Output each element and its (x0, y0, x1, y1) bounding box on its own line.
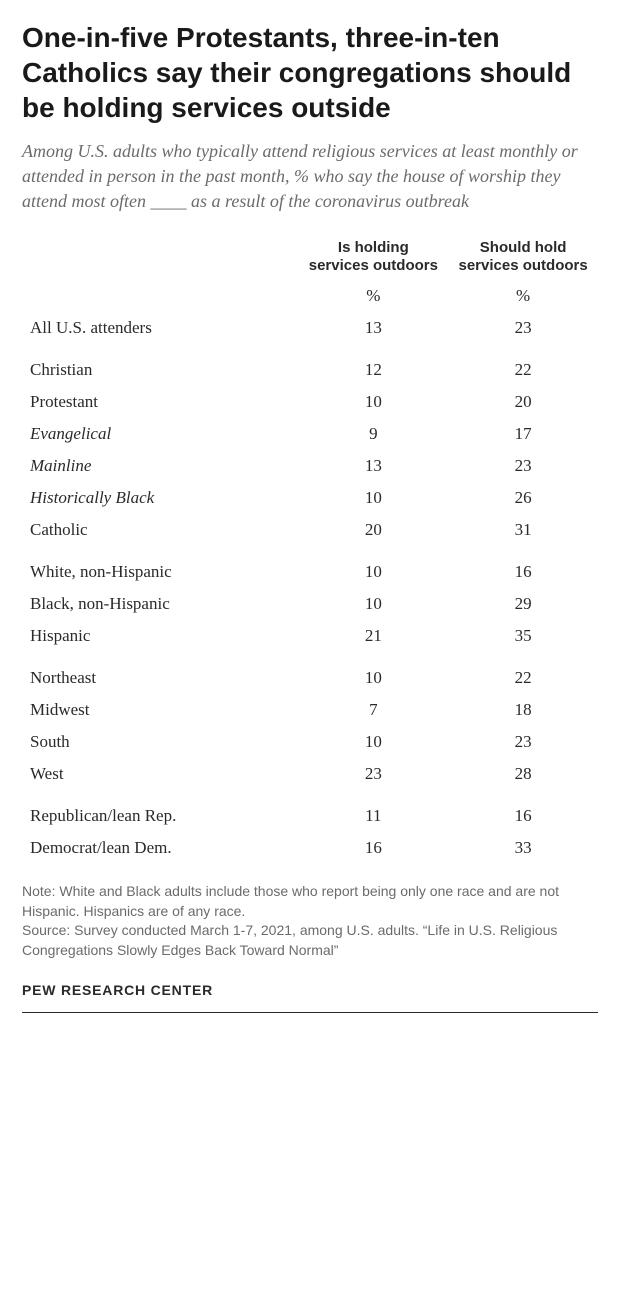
unit-row: % % (22, 280, 598, 312)
row-value-2: 17 (448, 418, 598, 450)
table-row: White, non-Hispanic1016 (22, 556, 598, 588)
row-value-1: 13 (298, 312, 448, 344)
row-value-1: 10 (298, 726, 448, 758)
table-row: All U.S. attenders1323 (22, 312, 598, 344)
unit-label: % (298, 280, 448, 312)
table-row: Midwest718 (22, 694, 598, 726)
table-row: Protestant1020 (22, 386, 598, 418)
row-value-2: 18 (448, 694, 598, 726)
row-value-1: 11 (298, 800, 448, 832)
table-row: Black, non-Hispanic1029 (22, 588, 598, 620)
row-value-2: 16 (448, 556, 598, 588)
column-header-1: Is holding services outdoors (298, 235, 448, 281)
row-value-1: 12 (298, 354, 448, 386)
row-label: Christian (22, 354, 298, 386)
row-value-1: 16 (298, 832, 448, 864)
note-text: Note: White and Black adults include tho… (22, 882, 598, 921)
row-label: Democrat/lean Dem. (22, 832, 298, 864)
row-value-2: 20 (448, 386, 598, 418)
row-value-2: 23 (448, 726, 598, 758)
row-value-2: 35 (448, 620, 598, 652)
row-value-1: 10 (298, 588, 448, 620)
group-spacer (22, 790, 598, 800)
row-label: Evangelical (22, 418, 298, 450)
row-value-2: 23 (448, 450, 598, 482)
row-value-1: 13 (298, 450, 448, 482)
table-row: Republican/lean Rep.1116 (22, 800, 598, 832)
row-label: West (22, 758, 298, 790)
row-value-2: 29 (448, 588, 598, 620)
row-value-1: 23 (298, 758, 448, 790)
publisher-logo: PEW RESEARCH CENTER (22, 982, 598, 998)
row-value-1: 20 (298, 514, 448, 546)
table-row: Historically Black1026 (22, 482, 598, 514)
table-row: Hispanic2135 (22, 620, 598, 652)
table-row: Christian1222 (22, 354, 598, 386)
page-subtitle: Among U.S. adults who typically attend r… (22, 139, 598, 215)
row-value-1: 10 (298, 482, 448, 514)
row-value-1: 21 (298, 620, 448, 652)
row-label: Hispanic (22, 620, 298, 652)
row-value-1: 7 (298, 694, 448, 726)
row-value-2: 23 (448, 312, 598, 344)
unit-label: % (448, 280, 598, 312)
table-row: Evangelical917 (22, 418, 598, 450)
row-label: Protestant (22, 386, 298, 418)
row-value-1: 10 (298, 386, 448, 418)
page-title: One-in-five Protestants, three-in-ten Ca… (22, 20, 598, 125)
row-label: Midwest (22, 694, 298, 726)
row-value-2: 16 (448, 800, 598, 832)
column-header-2: Should hold services outdoors (448, 235, 598, 281)
group-spacer (22, 652, 598, 662)
row-label: Catholic (22, 514, 298, 546)
row-label: Republican/lean Rep. (22, 800, 298, 832)
table-row: West2328 (22, 758, 598, 790)
row-value-1: 10 (298, 556, 448, 588)
source-text: Source: Survey conducted March 1-7, 2021… (22, 921, 598, 960)
row-label: South (22, 726, 298, 758)
row-label: Historically Black (22, 482, 298, 514)
row-label: White, non-Hispanic (22, 556, 298, 588)
group-spacer (22, 546, 598, 556)
row-value-1: 9 (298, 418, 448, 450)
row-label: Mainline (22, 450, 298, 482)
table-row: South1023 (22, 726, 598, 758)
notes-block: Note: White and Black adults include tho… (22, 882, 598, 960)
table-row: Mainline1323 (22, 450, 598, 482)
table-row: Catholic2031 (22, 514, 598, 546)
table-row: Democrat/lean Dem.1633 (22, 832, 598, 864)
row-value-2: 28 (448, 758, 598, 790)
group-spacer (22, 344, 598, 354)
row-label: Northeast (22, 662, 298, 694)
row-value-1: 10 (298, 662, 448, 694)
row-value-2: 22 (448, 354, 598, 386)
row-value-2: 33 (448, 832, 598, 864)
table-row: Northeast1022 (22, 662, 598, 694)
header-row: Is holding services outdoors Should hold… (22, 235, 598, 281)
row-value-2: 31 (448, 514, 598, 546)
bottom-rule (22, 1012, 598, 1013)
row-label: Black, non-Hispanic (22, 588, 298, 620)
row-value-2: 26 (448, 482, 598, 514)
row-label: All U.S. attenders (22, 312, 298, 344)
row-value-2: 22 (448, 662, 598, 694)
data-table: Is holding services outdoors Should hold… (22, 235, 598, 865)
